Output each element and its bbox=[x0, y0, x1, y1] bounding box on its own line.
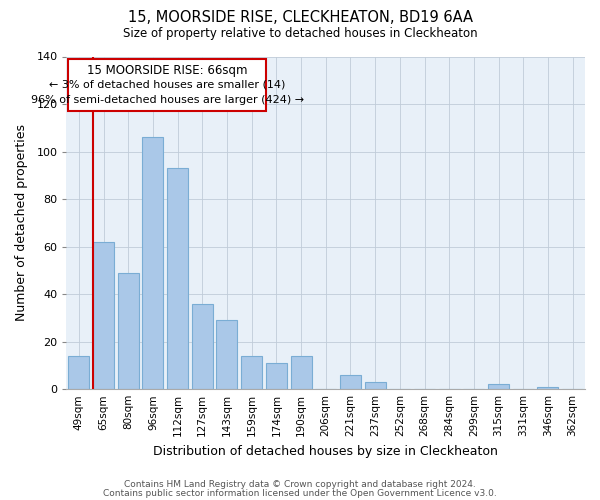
Y-axis label: Number of detached properties: Number of detached properties bbox=[15, 124, 28, 322]
Bar bbox=[142, 138, 163, 389]
Bar bbox=[340, 375, 361, 389]
Bar bbox=[68, 356, 89, 389]
Text: 96% of semi-detached houses are larger (424) →: 96% of semi-detached houses are larger (… bbox=[31, 94, 304, 104]
Text: 15 MOORSIDE RISE: 66sqm: 15 MOORSIDE RISE: 66sqm bbox=[87, 64, 247, 76]
Bar bbox=[93, 242, 114, 389]
Text: Size of property relative to detached houses in Cleckheaton: Size of property relative to detached ho… bbox=[122, 28, 478, 40]
Bar bbox=[488, 384, 509, 389]
Bar bbox=[365, 382, 386, 389]
Text: 15, MOORSIDE RISE, CLECKHEATON, BD19 6AA: 15, MOORSIDE RISE, CLECKHEATON, BD19 6AA bbox=[128, 10, 473, 25]
Bar bbox=[241, 356, 262, 389]
Bar bbox=[118, 272, 139, 389]
Bar bbox=[266, 363, 287, 389]
Text: Contains public sector information licensed under the Open Government Licence v3: Contains public sector information licen… bbox=[103, 488, 497, 498]
Bar bbox=[217, 320, 238, 389]
Bar bbox=[167, 168, 188, 389]
X-axis label: Distribution of detached houses by size in Cleckheaton: Distribution of detached houses by size … bbox=[154, 444, 498, 458]
Text: Contains HM Land Registry data © Crown copyright and database right 2024.: Contains HM Land Registry data © Crown c… bbox=[124, 480, 476, 489]
Bar bbox=[290, 356, 311, 389]
FancyBboxPatch shape bbox=[68, 59, 266, 111]
Bar bbox=[192, 304, 213, 389]
Text: ← 3% of detached houses are smaller (14): ← 3% of detached houses are smaller (14) bbox=[49, 79, 285, 89]
Bar bbox=[538, 387, 559, 389]
